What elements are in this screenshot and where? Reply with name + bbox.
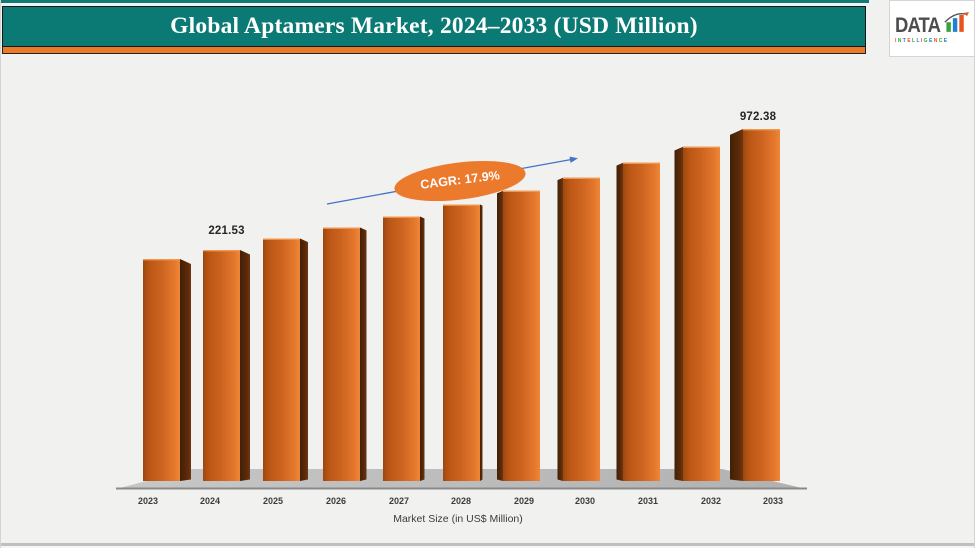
bar-front-2024 — [203, 250, 240, 481]
logo-bar-green — [946, 22, 952, 32]
logo-bar-orange — [959, 14, 964, 32]
logo-arrow-head — [963, 12, 970, 17]
bar-side-2025 — [300, 238, 308, 481]
bar-side-2026 — [360, 227, 367, 481]
bar-front-2023 — [143, 259, 180, 481]
logo-subtext-letter: I — [895, 38, 897, 44]
x-axis-label-2028: 2028 — [450, 496, 472, 506]
bar-front-2028 — [443, 204, 480, 481]
x-axis-title: Market Size (in US$ Million) — [393, 513, 523, 525]
bar-front-2031 — [623, 162, 660, 481]
x-axis-label-2033: 2033 — [762, 496, 784, 506]
bar-front-2029 — [503, 190, 540, 481]
x-axis-label-2025: 2025 — [262, 496, 284, 506]
logo-subtext-letter: N — [897, 38, 902, 44]
bar-side-2033 — [730, 129, 743, 481]
bar-front-2032 — [683, 146, 720, 481]
logo-bar-blue — [953, 18, 958, 32]
bar-front-2026 — [323, 227, 360, 481]
top-accent-line — [1, 0, 869, 3]
company-logo: DATA INTELLIGENCE — [889, 0, 974, 57]
x-axis-label-2032: 2032 — [700, 496, 722, 506]
bottom-rule — [1, 543, 974, 546]
logo-bars-icon — [944, 12, 970, 32]
bar-side-2027 — [420, 216, 425, 481]
bar-side-2030 — [557, 177, 563, 481]
logo-subtext-letter: T — [902, 38, 906, 44]
title-banner: Global Aptamers Market, 2024–2033 (USD M… — [2, 6, 866, 47]
bar-side-2024 — [240, 250, 250, 481]
trend-arrow-head — [569, 156, 578, 163]
bottom-pad — [1, 545, 974, 548]
cagr-ellipse — [394, 160, 526, 202]
x-axis-label-2031: 2031 — [637, 496, 659, 506]
logo-subtext-letter: I — [920, 38, 923, 44]
data-label-2024: 221.53 — [208, 225, 245, 237]
bar-side-2023 — [180, 259, 191, 481]
chart-area: 2023 2024 2025 2026 2027 2028 2029 2030 2031 2032… — [1, 57, 974, 543]
logo-row: DATA — [895, 7, 970, 37]
bar-chart-canvas — [116, 129, 807, 490]
logo-subtext-letter: E — [907, 38, 911, 44]
logo-subtext-letter: G — [923, 38, 928, 44]
logo-subtext-letter: L — [911, 38, 916, 44]
x-axis-label-2024: 2024 — [199, 496, 221, 506]
x-axis-label-2030: 2030 — [574, 496, 596, 506]
logo-arrow-curve — [944, 13, 967, 23]
logo-subtext-letter: E — [943, 38, 948, 44]
chart-title: Global Aptamers Market, 2024–2033 (USD M… — [170, 13, 698, 39]
bar-front-2030 — [563, 177, 600, 481]
bar-side-2032 — [674, 146, 683, 481]
bar-side-2028 — [480, 204, 483, 481]
logo-subtext-letter: N — [933, 38, 938, 44]
x-axis-label-2026: 2026 — [325, 496, 347, 506]
x-axis-label-2029: 2029 — [513, 496, 535, 506]
bar-front-2027 — [383, 216, 420, 481]
banner-underline — [2, 47, 866, 54]
chart-floor-edge — [116, 487, 807, 490]
x-axis-label-2027: 2027 — [388, 496, 410, 506]
bar-front-2033 — [743, 129, 780, 481]
logo-subtext: INTELLIGENCE — [895, 38, 970, 44]
data-label-2033: 972.38 — [739, 111, 777, 123]
logo-subtext-letter: E — [928, 38, 933, 44]
x-axis-label-2023: 2023 — [137, 496, 159, 506]
logo-wordmark: DATA — [895, 14, 941, 37]
logo-subtext-letter: C — [938, 38, 943, 44]
bar-side-2031 — [616, 162, 623, 481]
bar-front-2025 — [263, 238, 300, 481]
bar-side-2029 — [497, 190, 503, 481]
logo-subtext-letter: L — [916, 38, 920, 44]
